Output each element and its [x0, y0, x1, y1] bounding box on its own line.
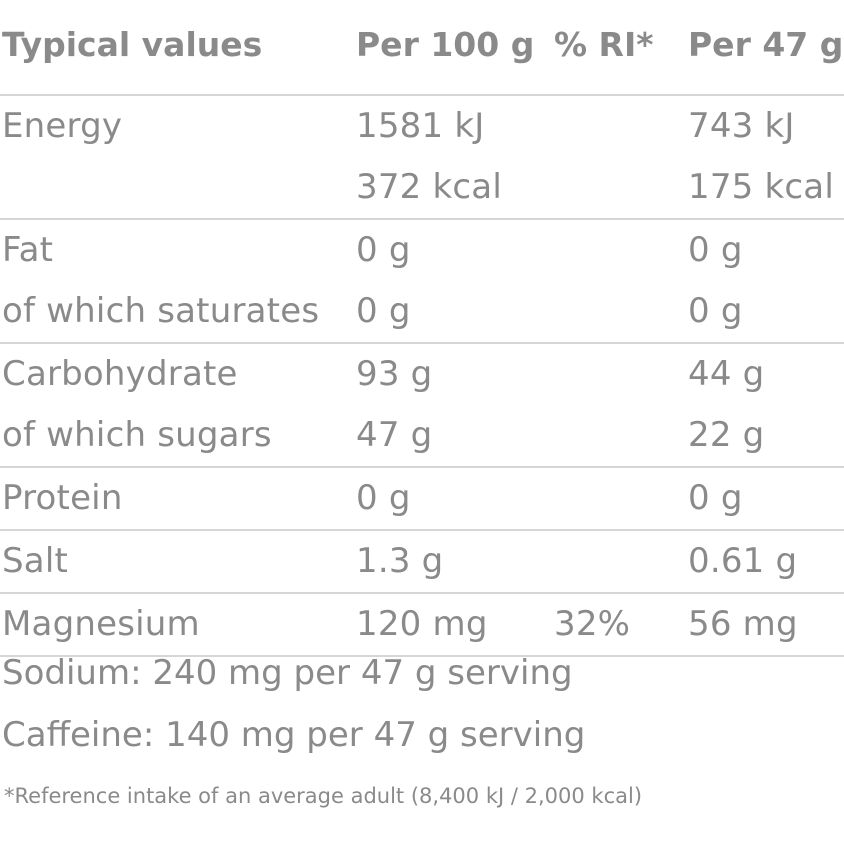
nutrition-table: Typical values Per 100 g % RI* Per 47 g … — [0, 0, 844, 657]
nutrient-name: Energy — [2, 106, 123, 146]
value-per-100g: 0 g — [356, 230, 411, 270]
value-per-serving: 22 g — [688, 415, 765, 455]
value-per-100g: 0 g — [356, 291, 411, 331]
table-line: of which saturates 0 g 0 g — [0, 281, 844, 342]
table-line: Carbohydrate 93 g 44 g — [0, 344, 844, 405]
table-line: Fat 0 g 0 g — [0, 220, 844, 281]
value-per-serving: 743 kJ — [688, 106, 795, 146]
table-row-salt: Salt 1.3 g 0.61 g — [0, 531, 844, 594]
nutrient-name: Fat — [2, 230, 54, 270]
nutrient-name: Protein — [2, 478, 123, 518]
value-per-serving: 175 kcal — [688, 167, 834, 207]
header-per-serving: Per 47 g — [688, 25, 844, 64]
value-per-serving: 44 g — [688, 354, 765, 394]
table-row-magnesium: Magnesium 120 mg 32% 56 mg — [0, 594, 844, 657]
table-row-carbohydrate: Carbohydrate 93 g 44 g of which sugars 4… — [0, 344, 844, 468]
value-per-100g: 372 kcal — [356, 167, 502, 207]
header-per-100g: Per 100 g — [356, 25, 535, 64]
nutrient-name: of which saturates — [2, 291, 320, 331]
value-per-serving: 56 mg — [688, 604, 798, 644]
value-per-serving: 0.61 g — [688, 541, 798, 581]
table-line: 372 kcal 175 kcal — [0, 157, 844, 218]
header-line: Typical values Per 100 g % RI* Per 47 g — [0, 0, 844, 94]
value-per-serving: 0 g — [688, 478, 743, 518]
value-per-100g: 1.3 g — [356, 541, 444, 581]
nutrient-name: Magnesium — [2, 604, 200, 644]
caffeine-note: Caffeine: 140 mg per 47 g serving — [2, 715, 586, 755]
header-percent-ri: % RI* — [554, 25, 654, 64]
value-per-100g: 1581 kJ — [356, 106, 485, 146]
table-row-protein: Protein 0 g 0 g — [0, 468, 844, 531]
nutrient-name: Salt — [2, 541, 68, 581]
header-typical-values: Typical values — [2, 25, 263, 64]
value-per-100g: 0 g — [356, 478, 411, 518]
table-line: Magnesium 120 mg 32% 56 mg — [0, 594, 844, 655]
sodium-note: Sodium: 240 mg per 47 g serving — [2, 653, 573, 693]
value-per-100g: 47 g — [356, 415, 433, 455]
nutrient-name: Carbohydrate — [2, 354, 238, 394]
value-per-100g: 120 mg — [356, 604, 488, 644]
table-line: Energy 1581 kJ 743 kJ — [0, 96, 844, 157]
value-per-serving: 0 g — [688, 291, 743, 331]
nutrient-name: of which sugars — [2, 415, 272, 455]
reference-intake-footnote: *Reference intake of an average adult (8… — [4, 784, 643, 808]
table-row-fat: Fat 0 g 0 g of which saturates 0 g 0 g — [0, 220, 844, 344]
table-header: Typical values Per 100 g % RI* Per 47 g — [0, 0, 844, 96]
table-line: Protein 0 g 0 g — [0, 468, 844, 529]
value-per-serving: 0 g — [688, 230, 743, 270]
table-line: of which sugars 47 g 22 g — [0, 405, 844, 466]
table-row-energy: Energy 1581 kJ 743 kJ 372 kcal 175 kcal — [0, 96, 844, 220]
value-per-100g: 93 g — [356, 354, 433, 394]
table-line: Salt 1.3 g 0.61 g — [0, 531, 844, 592]
value-ri: 32% — [554, 604, 631, 644]
